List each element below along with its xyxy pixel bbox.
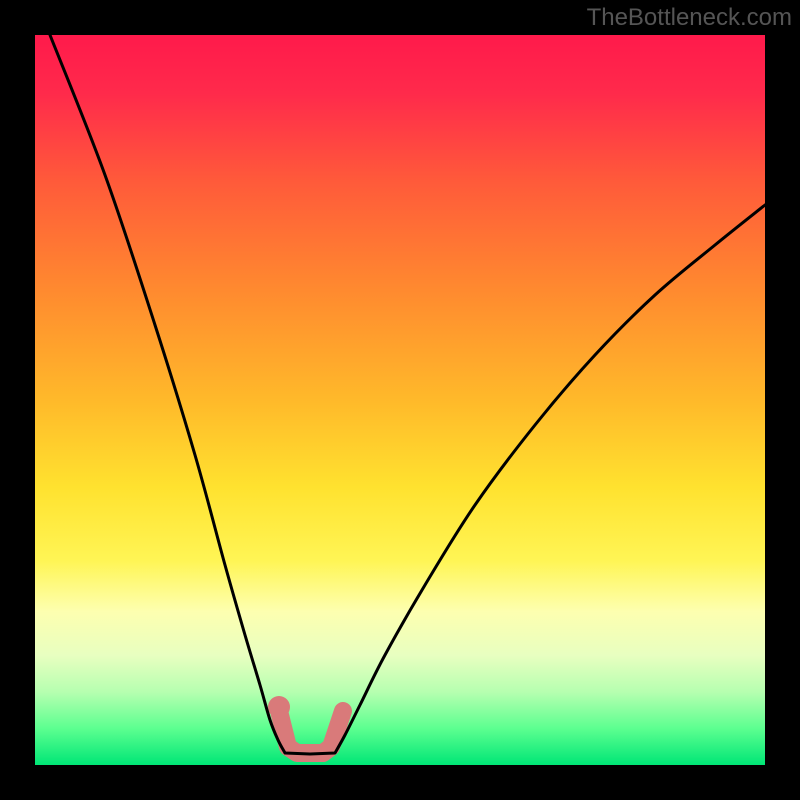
chart-frame: TheBottleneck.com — [0, 0, 800, 800]
highlight-dot — [268, 696, 290, 718]
bottleneck-chart — [0, 0, 800, 800]
watermark-text: TheBottleneck.com — [587, 4, 792, 32]
chart-background-gradient — [35, 35, 765, 765]
